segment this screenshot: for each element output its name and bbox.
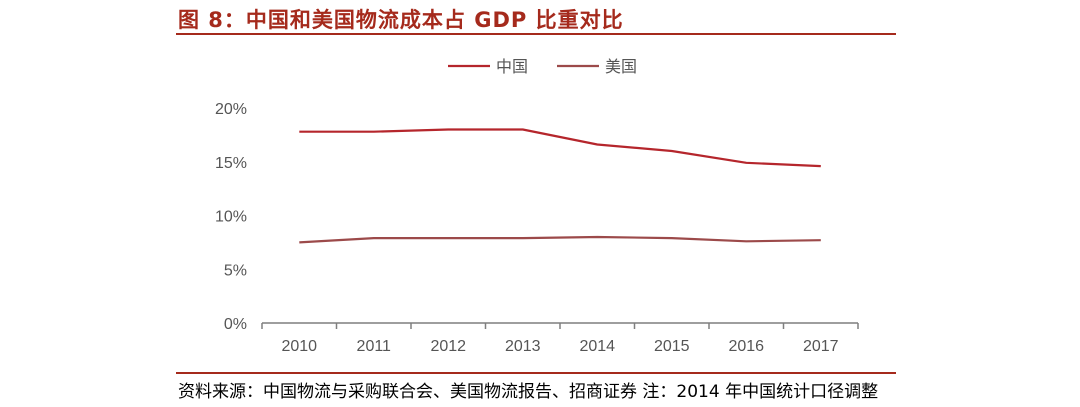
y-tick-label: 10% — [215, 209, 247, 226]
x-tick-label: 2017 — [803, 338, 839, 355]
y-tick-label: 0% — [224, 316, 247, 333]
series-line-中国 — [299, 128, 821, 168]
y-tick-label: 15% — [215, 155, 247, 172]
y-tick-label: 5% — [224, 262, 247, 279]
y-axis: 0% 5% 10% 15% 20% — [215, 101, 247, 333]
series-layer — [299, 128, 821, 244]
x-axis: 2010 2011 2012 2013 2014 2015 2016 2017 — [261, 322, 859, 355]
x-tick-label: 2010 — [281, 338, 317, 355]
legend-label: 美国 — [605, 57, 637, 76]
x-tick-label: 2012 — [430, 338, 466, 355]
legend: 中国 美国 — [448, 57, 637, 76]
x-tick-label: 2013 — [505, 338, 541, 355]
series-line-美国 — [299, 235, 821, 244]
source-note: 资料来源：中国物流与采购联合会、美国物流报告、招商证券 注：2014 年中国统计… — [178, 382, 879, 402]
figure-title: 图 8：中国和美国物流成本占 GDP 比重对比 — [178, 8, 624, 32]
source-rule — [176, 372, 896, 374]
x-tick-label: 2014 — [579, 338, 615, 355]
x-tick-label: 2011 — [357, 338, 392, 355]
title-rule — [176, 33, 896, 35]
y-tick-label: 20% — [215, 101, 247, 118]
x-tick-label: 2015 — [654, 338, 690, 355]
x-tick-label: 2016 — [728, 338, 764, 355]
legend-label: 中国 — [496, 57, 528, 76]
